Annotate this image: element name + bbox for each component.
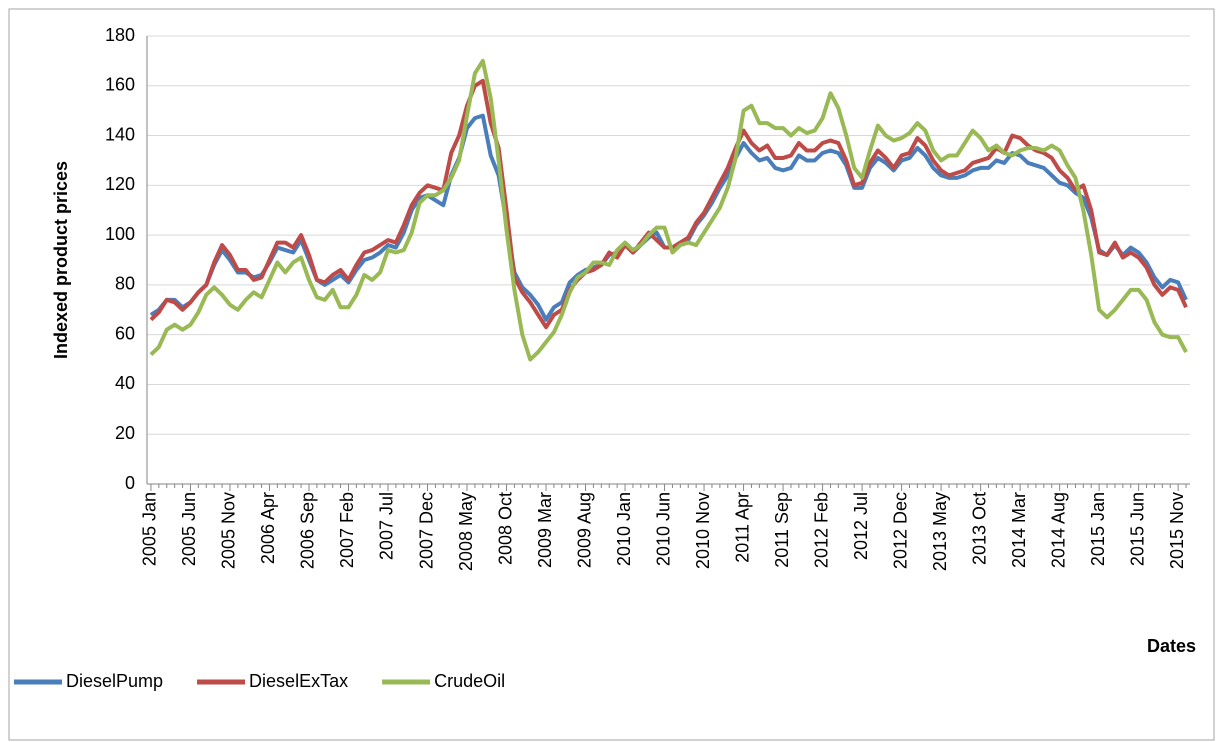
legend-label: DieselPump <box>66 671 163 691</box>
y-tick-label: 20 <box>115 423 135 443</box>
y-tick-label: 0 <box>125 473 135 493</box>
x-tick-label: 2012 Feb <box>811 492 831 568</box>
x-tick-label: 2012 Jul <box>851 492 871 560</box>
x-tick-label: 2013 May <box>930 492 950 571</box>
y-tick-label: 60 <box>115 323 135 343</box>
x-tick-label: 2013 Oct <box>969 492 989 565</box>
y-tick-label: 120 <box>105 174 135 194</box>
x-tick-label: 2010 Jun <box>653 492 673 566</box>
x-tick-label: 2006 Apr <box>258 492 278 564</box>
x-tick-label: 2012 Dec <box>890 492 910 569</box>
x-tick-label: 2008 May <box>456 492 476 571</box>
x-tick-label: 2011 Apr <box>732 492 752 563</box>
x-axis-label: Dates <box>1147 636 1196 656</box>
x-tick-label: 2009 Aug <box>574 492 594 568</box>
x-tick-label: 2008 Oct <box>495 492 515 565</box>
x-tick-label: 2010 Nov <box>693 492 713 569</box>
y-axis-label: Indexed product prices <box>51 161 71 359</box>
x-tick-label: 2011 Sep <box>772 492 792 568</box>
x-tick-label: 2007 Feb <box>337 492 357 568</box>
legend-label: DieselExTax <box>249 671 348 691</box>
chart-border <box>8 8 1215 741</box>
series-line <box>149 58 1188 362</box>
x-tick-label: 2005 Jun <box>179 492 199 566</box>
series-line <box>149 78 1188 330</box>
y-tick-label: 160 <box>105 75 135 95</box>
x-tick-label: 2009 Mar <box>535 492 555 568</box>
y-tick-label: 40 <box>115 373 135 393</box>
x-tick-label: 2015 Nov <box>1167 492 1187 569</box>
y-tick-label: 100 <box>105 224 135 244</box>
x-tick-label: 2007 Dec <box>416 492 436 569</box>
y-tick-label: 80 <box>115 274 135 294</box>
x-tick-label: 2005 Nov <box>219 492 239 569</box>
x-tick-label: 2014 Aug <box>1048 492 1068 568</box>
x-tick-label: 2006 Sep <box>298 492 318 569</box>
x-tick-label: 2010 Jan <box>614 492 634 566</box>
x-tick-label: 2015 Jun <box>1127 492 1147 566</box>
y-tick-label: 140 <box>105 124 135 144</box>
y-tick-label: 180 <box>105 25 135 45</box>
x-tick-label: 2007 Jul <box>377 492 397 560</box>
x-tick-label: 2005 Jan <box>140 492 160 566</box>
x-tick-label: 2015 Jan <box>1088 492 1108 566</box>
x-tick-label: 2014 Mar <box>1009 492 1029 568</box>
legend-label: CrudeOil <box>434 671 505 691</box>
